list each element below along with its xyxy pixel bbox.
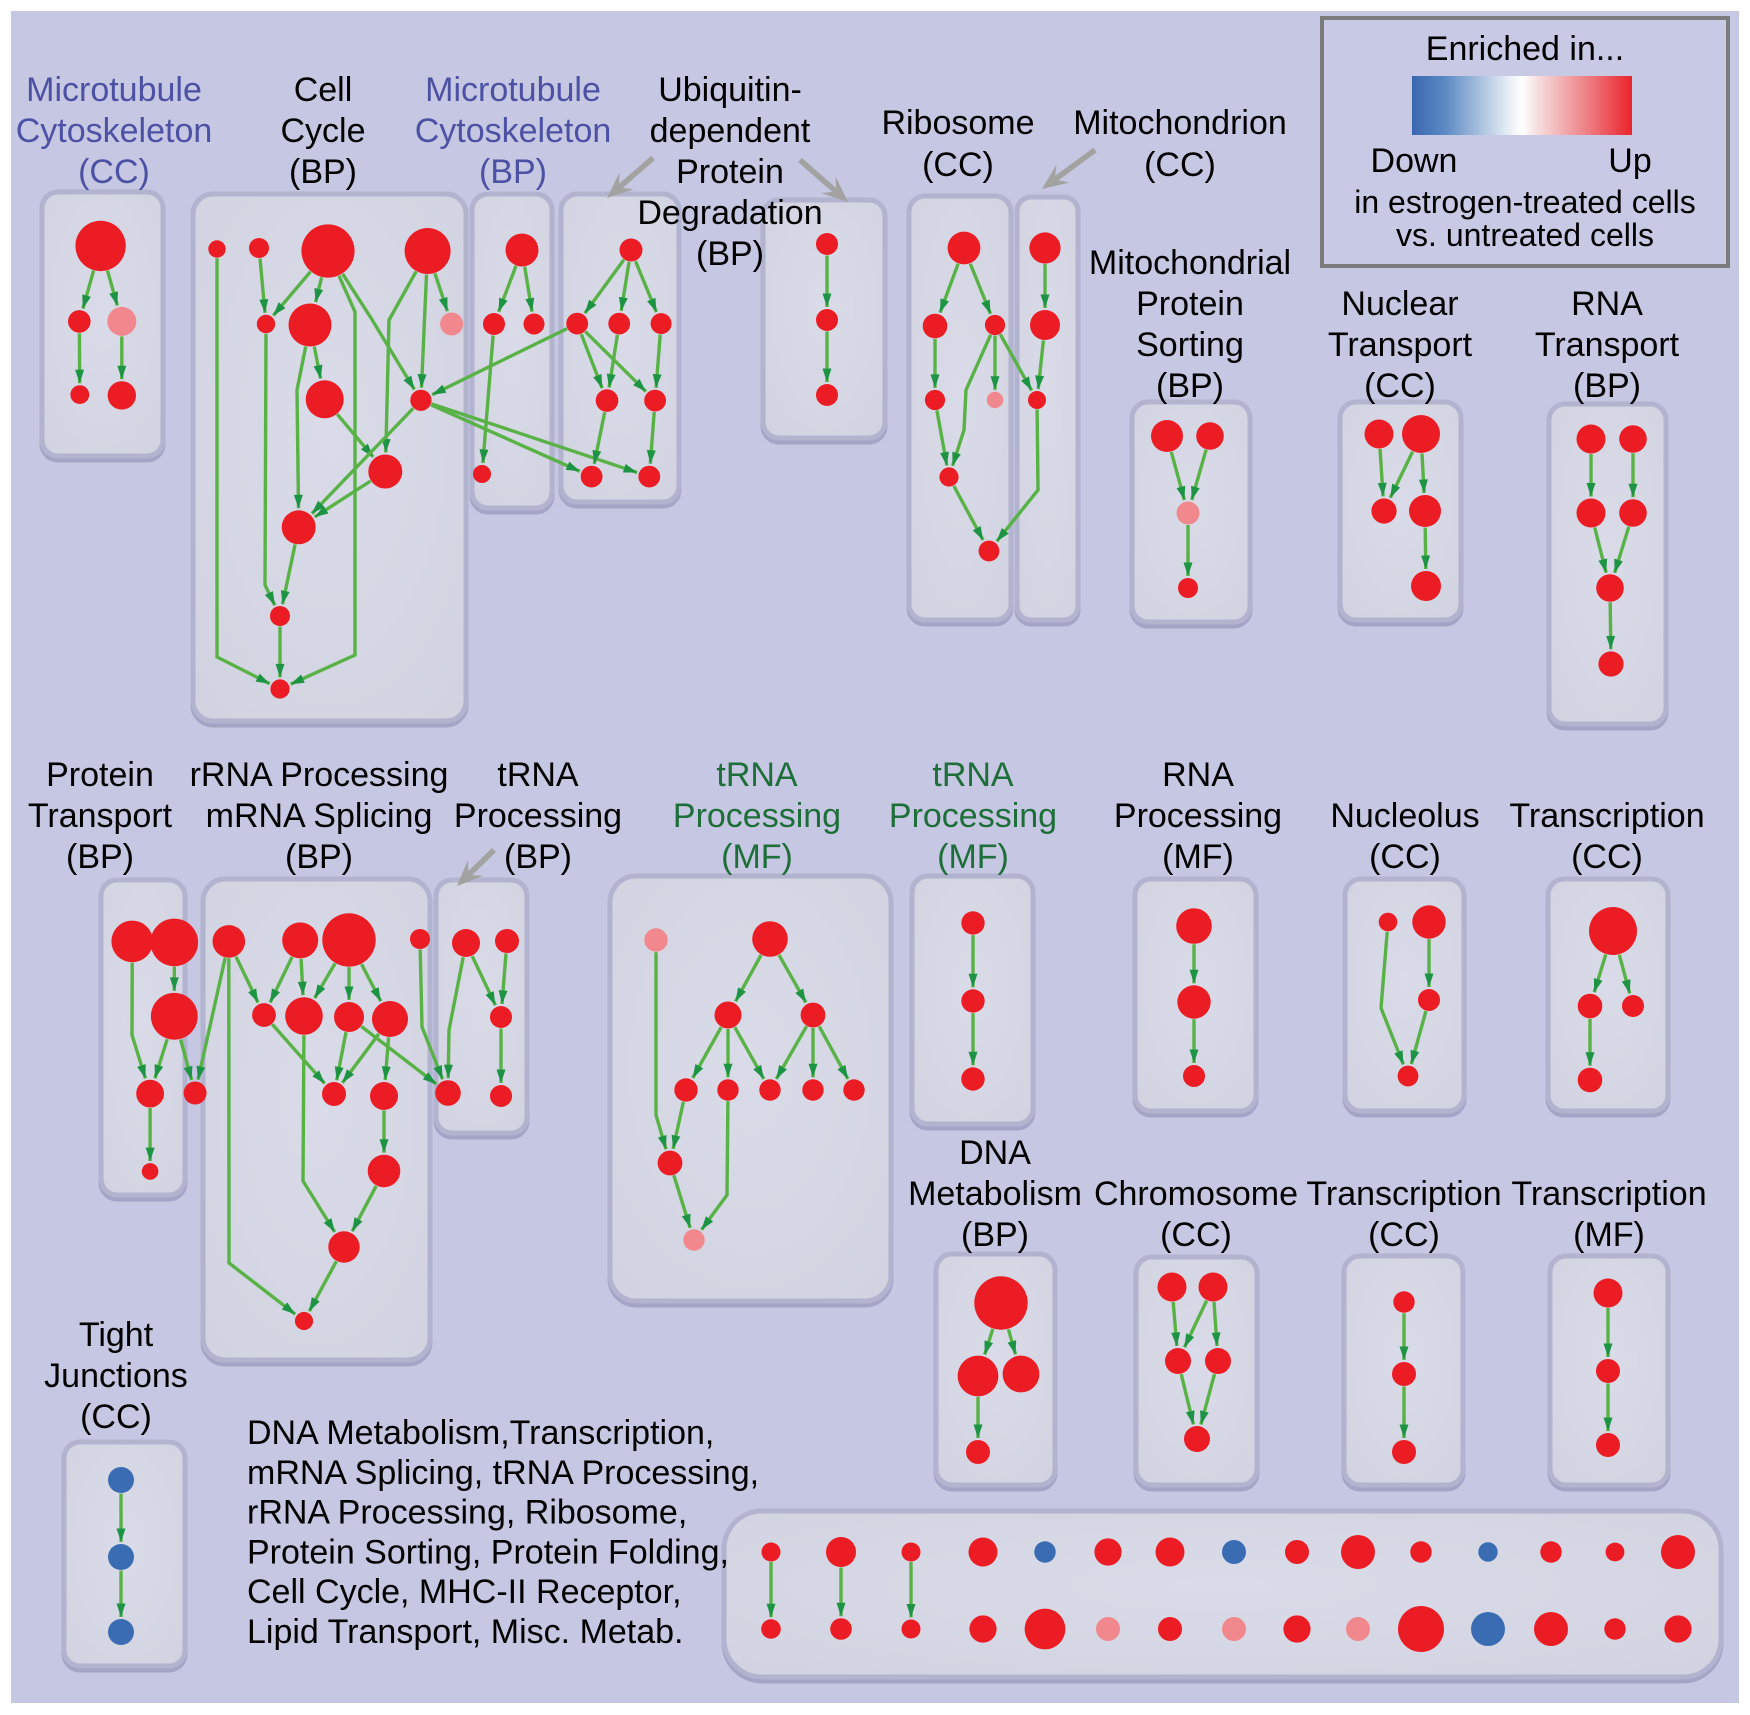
svg-text:Down: Down — [1371, 142, 1458, 180]
svg-text:(BP): (BP) — [479, 153, 547, 191]
svg-text:mRNA Splicing: mRNA Splicing — [206, 797, 433, 835]
svg-text:(BP): (BP) — [289, 153, 357, 191]
svg-text:Chromosome: Chromosome — [1094, 1175, 1298, 1213]
svg-text:RNA: RNA — [1571, 285, 1643, 323]
svg-text:Metabolism: Metabolism — [908, 1175, 1082, 1213]
svg-text:Mitochondrial: Mitochondrial — [1089, 244, 1291, 282]
svg-text:Processing: Processing — [454, 797, 622, 835]
svg-text:Protein Sorting, Protein Foldi: Protein Sorting, Protein Folding, — [247, 1533, 729, 1571]
svg-text:Microtubule: Microtubule — [425, 71, 601, 109]
svg-text:Processing: Processing — [1114, 797, 1282, 835]
svg-text:(CC): (CC) — [1160, 1216, 1232, 1254]
svg-text:tRNA: tRNA — [932, 756, 1014, 794]
svg-text:(BP): (BP) — [66, 838, 134, 876]
svg-text:(BP): (BP) — [285, 838, 353, 876]
svg-text:Processing: Processing — [889, 797, 1057, 835]
svg-text:(BP): (BP) — [696, 235, 764, 273]
svg-text:Ribosome: Ribosome — [881, 104, 1034, 142]
svg-text:(CC): (CC) — [1364, 367, 1436, 405]
svg-text:(BP): (BP) — [504, 838, 572, 876]
svg-text:Protein: Protein — [676, 153, 784, 191]
svg-text:(CC): (CC) — [80, 1398, 152, 1436]
svg-text:Up: Up — [1608, 142, 1651, 180]
svg-text:DNA Metabolism,Transcription,: DNA Metabolism,Transcription, — [247, 1414, 714, 1452]
svg-text:Enriched in...: Enriched in... — [1426, 30, 1624, 68]
svg-text:(CC): (CC) — [1369, 838, 1441, 876]
svg-text:Cycle: Cycle — [280, 112, 365, 150]
svg-text:mRNA Splicing, tRNA Processing: mRNA Splicing, tRNA Processing, — [247, 1454, 759, 1492]
svg-text:Protein: Protein — [1136, 285, 1244, 323]
svg-text:Transport: Transport — [1535, 326, 1680, 364]
svg-text:(MF): (MF) — [721, 838, 793, 876]
svg-text:(MF): (MF) — [937, 838, 1009, 876]
svg-text:Degradation: Degradation — [637, 194, 822, 232]
svg-text:Cytoskeleton: Cytoskeleton — [16, 112, 213, 150]
svg-text:Microtubule: Microtubule — [26, 71, 202, 109]
svg-text:Cell: Cell — [294, 71, 353, 109]
svg-text:Ubiquitin-: Ubiquitin- — [658, 71, 802, 109]
svg-text:tRNA: tRNA — [497, 756, 579, 794]
svg-text:Cytoskeleton: Cytoskeleton — [415, 112, 612, 150]
svg-text:(MF): (MF) — [1162, 838, 1234, 876]
svg-text:Transport: Transport — [28, 797, 173, 835]
svg-text:Cell Cycle, MHC-II Receptor,: Cell Cycle, MHC-II Receptor, — [247, 1573, 682, 1611]
svg-text:RNA: RNA — [1162, 756, 1234, 794]
svg-text:(BP): (BP) — [961, 1216, 1029, 1254]
svg-text:Transcription: Transcription — [1511, 1175, 1706, 1213]
svg-text:Sorting: Sorting — [1136, 326, 1244, 364]
svg-text:Mitochondrion: Mitochondrion — [1073, 104, 1287, 142]
svg-text:tRNA: tRNA — [716, 756, 798, 794]
svg-text:rRNA Processing, Ribosome,: rRNA Processing, Ribosome, — [247, 1494, 687, 1532]
svg-text:rRNA Processing: rRNA Processing — [190, 756, 449, 794]
svg-text:Junctions: Junctions — [44, 1357, 188, 1395]
svg-text:Nucleolus: Nucleolus — [1330, 797, 1479, 835]
svg-text:Tight: Tight — [79, 1316, 154, 1354]
svg-text:Nuclear: Nuclear — [1341, 285, 1458, 323]
svg-text:in estrogen-treated cells: in estrogen-treated cells — [1354, 184, 1696, 220]
svg-text:(CC): (CC) — [922, 146, 994, 184]
svg-text:DNA: DNA — [959, 1134, 1031, 1172]
svg-text:Processing: Processing — [673, 797, 841, 835]
svg-text:Transcription: Transcription — [1306, 1175, 1501, 1213]
svg-text:(CC): (CC) — [78, 153, 150, 191]
svg-text:vs. untreated cells: vs. untreated cells — [1396, 217, 1654, 253]
svg-text:(CC): (CC) — [1368, 1216, 1440, 1254]
svg-text:Transcription: Transcription — [1509, 797, 1704, 835]
svg-text:(CC): (CC) — [1571, 838, 1643, 876]
svg-text:(BP): (BP) — [1156, 367, 1224, 405]
svg-text:Protein: Protein — [46, 756, 154, 794]
svg-text:Lipid Transport, Misc. Metab.: Lipid Transport, Misc. Metab. — [247, 1613, 684, 1651]
svg-text:(MF): (MF) — [1573, 1216, 1645, 1254]
svg-text:dependent: dependent — [650, 112, 811, 150]
svg-text:(BP): (BP) — [1573, 367, 1641, 405]
svg-text:(CC): (CC) — [1144, 146, 1216, 184]
svg-text:Transport: Transport — [1328, 326, 1473, 364]
